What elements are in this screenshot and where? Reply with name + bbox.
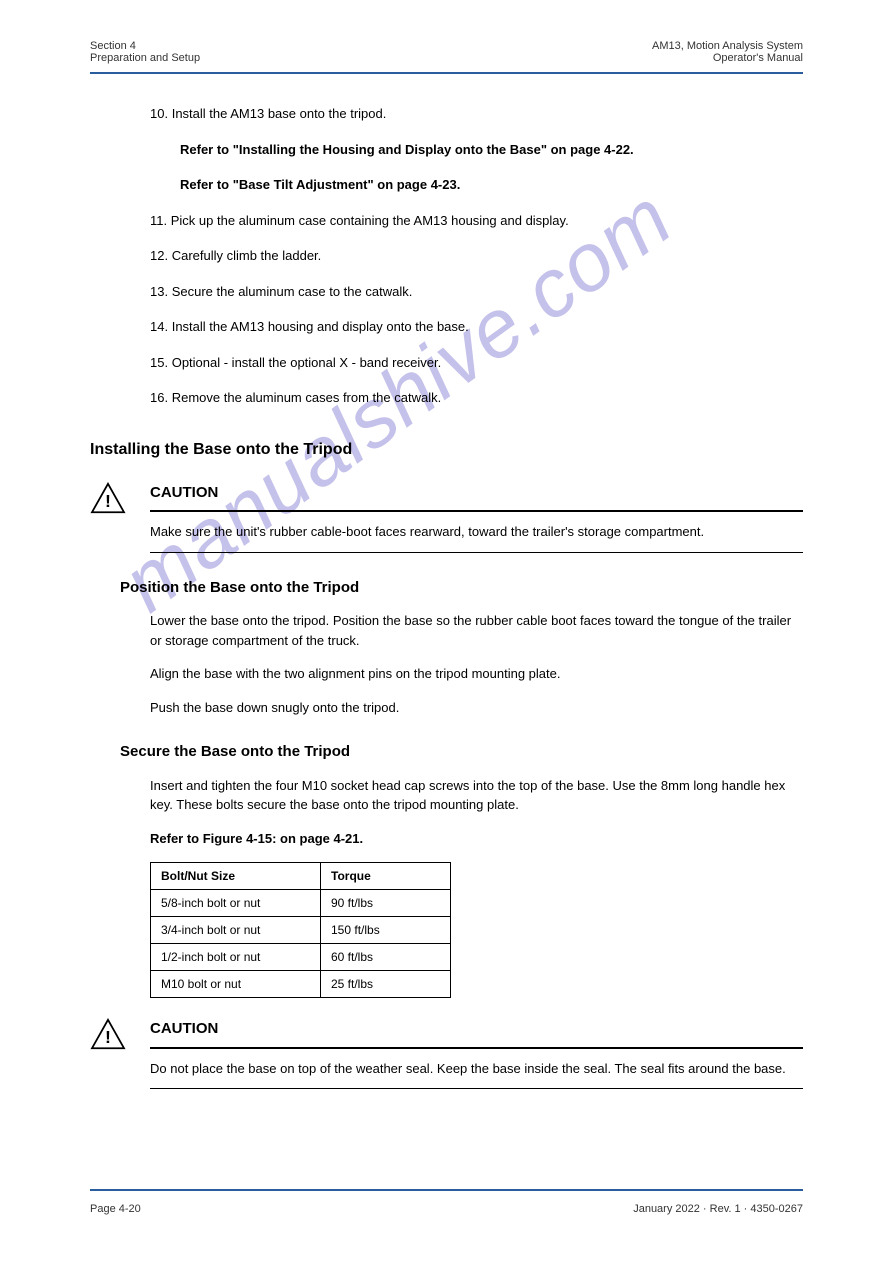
caution-rule-bottom	[150, 552, 803, 553]
table-cell: 150 ft/lbs	[321, 917, 451, 944]
header-subtitle: Preparation and Setup	[90, 52, 200, 64]
step-number: 15.	[150, 355, 168, 370]
subsection-heading: Position the Base onto the Tripod	[120, 577, 803, 600]
step-number: 13.	[150, 284, 168, 299]
step-text: Secure the aluminum case to the catwalk.	[172, 284, 413, 299]
step-text: Install the AM13 base onto the tripod.	[172, 106, 387, 121]
svg-text:!: !	[105, 1027, 111, 1047]
caution-text: Do not place the base on top of the weat…	[150, 1059, 803, 1079]
step-number: 11.	[150, 213, 167, 228]
step-text: Optional - install the optional X - band…	[172, 355, 442, 370]
paragraph: Align the base with the two alignment pi…	[150, 664, 803, 684]
table-cell: 90 ft/lbs	[321, 890, 451, 917]
header-doctype: Operator's Manual	[652, 52, 803, 64]
paragraph: Lower the base onto the tripod. Position…	[150, 611, 803, 650]
subsection-heading: Secure the Base onto the Tripod	[120, 741, 803, 764]
table-cell: 5/8-inch bolt or nut	[151, 890, 321, 917]
step-number: 16.	[150, 390, 168, 405]
page-footer: Page 4-20 January 2022 · Rev. 1 · 4350-0…	[90, 1203, 803, 1215]
warning-icon: !	[90, 482, 126, 520]
caution-label: CAUTION	[150, 1018, 803, 1041]
step-ref-text: Refer to "Base Tilt Adjustment" on page …	[180, 177, 460, 192]
table-cell: 1/2-inch bolt or nut	[151, 944, 321, 971]
step-item: 12. Carefully climb the ladder.	[150, 246, 803, 266]
section-heading: Installing the Base onto the Tripod	[90, 438, 803, 462]
header-section: Section 4	[90, 40, 200, 52]
paragraph-ref: Refer to Figure 4-15: on page 4-21.	[150, 829, 803, 849]
step-item: 13. Secure the aluminum case to the catw…	[150, 282, 803, 302]
step-number: 10.	[150, 106, 168, 121]
caution-label: CAUTION	[150, 482, 803, 505]
caution-block: ! CAUTION Do not place the base on top o…	[150, 1018, 803, 1089]
page-header: Section 4 Preparation and Setup AM13, Mo…	[90, 40, 803, 64]
header-product: AM13, Motion Analysis System	[652, 40, 803, 52]
step-number: 12.	[150, 248, 168, 263]
table-cell: 25 ft/lbs	[321, 971, 451, 998]
paragraph: Push the base down snugly onto the tripo…	[150, 698, 803, 718]
step-text: Install the AM13 housing and display ont…	[172, 319, 469, 334]
step-item: 11. Pick up the aluminum case containing…	[150, 211, 803, 231]
caution-rule-bottom	[150, 1088, 803, 1089]
table-header-cell: Bolt/Nut Size	[151, 863, 321, 890]
table-cell: 60 ft/lbs	[321, 944, 451, 971]
caution-text: Make sure the unit's rubber cable-boot f…	[150, 522, 803, 542]
caution-rule-top	[150, 1047, 803, 1049]
step-ref: Refer to "Installing the Housing and Dis…	[150, 140, 803, 160]
table-row: 5/8-inch bolt or nut 90 ft/lbs	[151, 890, 451, 917]
warning-icon: !	[90, 1018, 126, 1056]
torque-table: Bolt/Nut Size Torque 5/8-inch bolt or nu…	[150, 862, 451, 998]
footer-rule	[90, 1189, 803, 1191]
table-row: M10 bolt or nut 25 ft/lbs	[151, 971, 451, 998]
paragraph: Insert and tighten the four M10 socket h…	[150, 776, 803, 815]
step-ref: Refer to "Base Tilt Adjustment" on page …	[150, 175, 803, 195]
table-cell: M10 bolt or nut	[151, 971, 321, 998]
table-cell: 3/4-inch bolt or nut	[151, 917, 321, 944]
step-ref-text: Refer to "Installing the Housing and Dis…	[180, 142, 634, 157]
caution-block: ! CAUTION Make sure the unit's rubber ca…	[150, 482, 803, 553]
table-row: 1/2-inch bolt or nut 60 ft/lbs	[151, 944, 451, 971]
footer-revision: January 2022 · Rev. 1 · 4350-0267	[633, 1203, 803, 1215]
svg-text:!: !	[105, 490, 111, 510]
step-text: Remove the aluminum cases from the catwa…	[172, 390, 442, 405]
step-item: 14. Install the AM13 housing and display…	[150, 317, 803, 337]
step-text: Carefully climb the ladder.	[172, 248, 322, 263]
table-row: 3/4-inch bolt or nut 150 ft/lbs	[151, 917, 451, 944]
table-header-cell: Torque	[321, 863, 451, 890]
step-item: 10. Install the AM13 base onto the tripo…	[150, 104, 803, 124]
step-text: Pick up the aluminum case containing the…	[171, 213, 569, 228]
table-header-row: Bolt/Nut Size Torque	[151, 863, 451, 890]
step-item: 16. Remove the aluminum cases from the c…	[150, 388, 803, 408]
caution-rule-top	[150, 510, 803, 512]
footer-page: Page 4-20	[90, 1203, 141, 1215]
step-number: 14.	[150, 319, 168, 334]
step-item: 15. Optional - install the optional X - …	[150, 353, 803, 373]
header-rule	[90, 72, 803, 74]
